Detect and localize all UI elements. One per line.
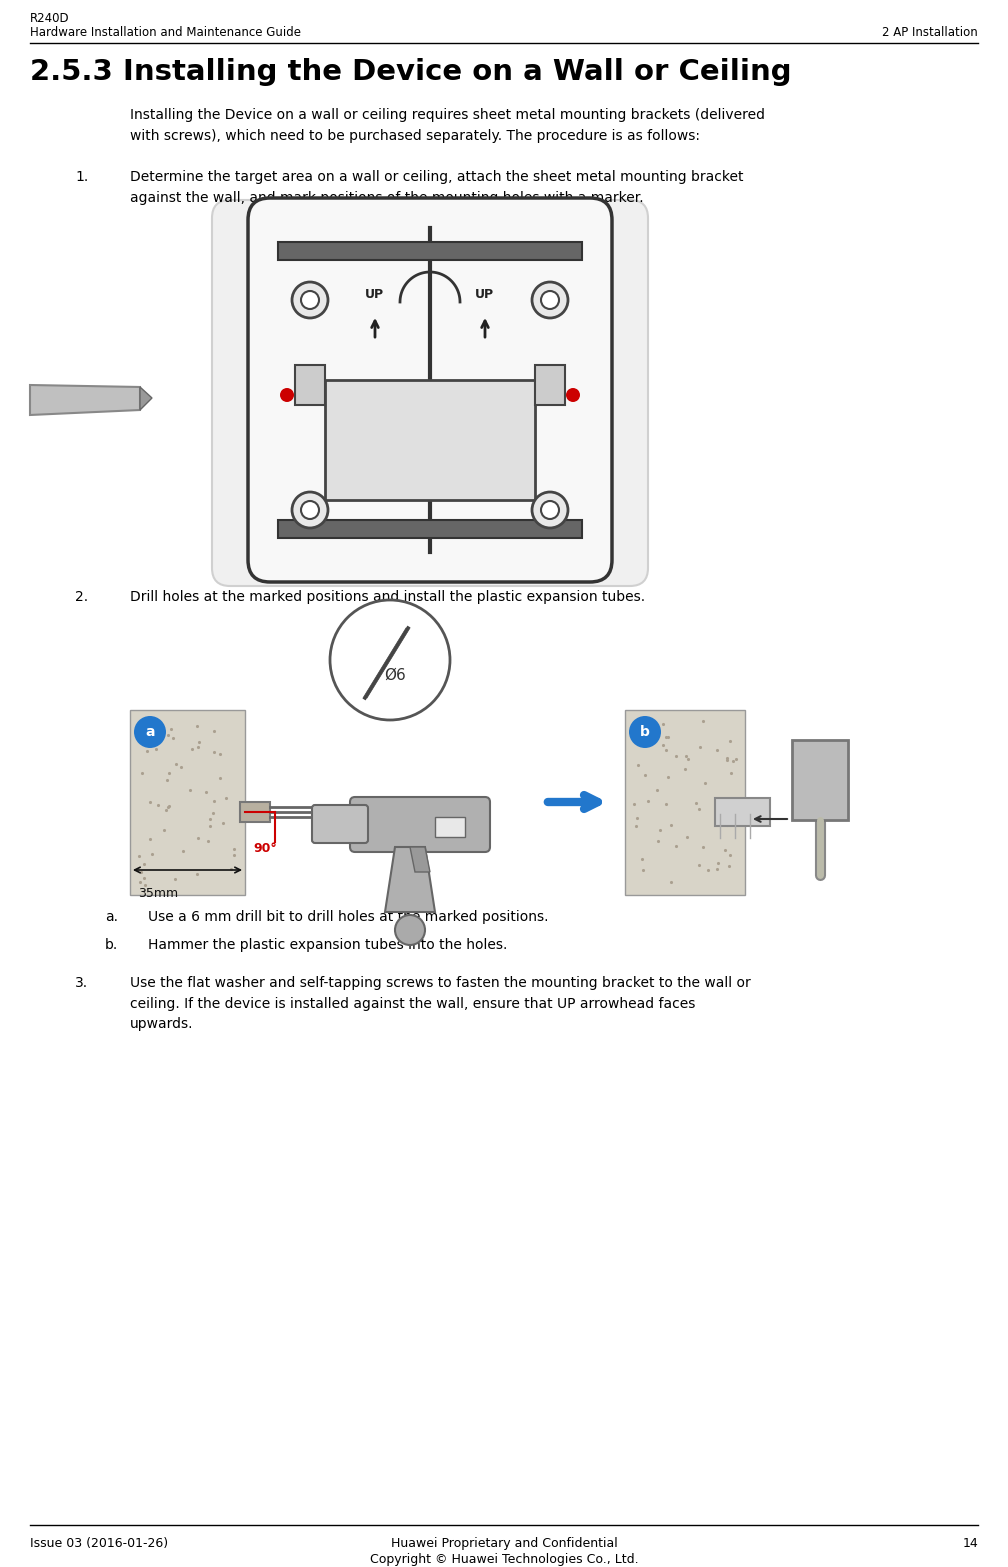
Polygon shape <box>385 848 435 912</box>
Circle shape <box>301 291 319 309</box>
Text: b.: b. <box>105 939 118 953</box>
Circle shape <box>541 291 559 309</box>
Bar <box>130 710 245 895</box>
Text: 35mm: 35mm <box>138 887 178 899</box>
Text: Ø6: Ø6 <box>384 668 406 683</box>
Bar <box>625 710 745 895</box>
Circle shape <box>292 282 328 318</box>
Text: Installing the Device on a wall or ceiling requires sheet metal mounting bracket: Installing the Device on a wall or ceili… <box>130 108 765 143</box>
Polygon shape <box>140 387 152 411</box>
Text: Copyright © Huawei Technologies Co., Ltd.: Copyright © Huawei Technologies Co., Ltd… <box>370 1553 638 1565</box>
Text: 14: 14 <box>963 1537 978 1550</box>
Text: 2.: 2. <box>75 591 88 603</box>
Bar <box>435 816 465 837</box>
FancyBboxPatch shape <box>312 805 368 843</box>
Text: R240D: R240D <box>30 13 70 25</box>
FancyBboxPatch shape <box>212 201 648 586</box>
Text: 2 AP Installation: 2 AP Installation <box>882 27 978 39</box>
Text: Issue 03 (2016-01-26): Issue 03 (2016-01-26) <box>30 1537 168 1550</box>
Text: 1.: 1. <box>75 169 89 183</box>
Text: 3.: 3. <box>75 976 88 990</box>
FancyBboxPatch shape <box>350 798 490 852</box>
Text: 2.5.3 Installing the Device on a Wall or Ceiling: 2.5.3 Installing the Device on a Wall or… <box>30 58 791 86</box>
Bar <box>325 381 535 500</box>
Circle shape <box>532 282 568 318</box>
Text: Use the flat washer and self-tapping screws to fasten the mounting bracket to th: Use the flat washer and self-tapping scr… <box>130 976 751 1031</box>
Text: a.: a. <box>105 910 118 925</box>
Circle shape <box>395 915 425 945</box>
Polygon shape <box>410 848 430 871</box>
FancyBboxPatch shape <box>248 197 612 581</box>
Bar <box>535 365 565 404</box>
Circle shape <box>292 492 328 528</box>
Circle shape <box>301 501 319 519</box>
Text: Huawei Proprietary and Confidential: Huawei Proprietary and Confidential <box>391 1537 617 1550</box>
Polygon shape <box>30 385 140 415</box>
Text: b: b <box>640 726 650 740</box>
Bar <box>792 740 848 820</box>
Circle shape <box>629 716 661 747</box>
Circle shape <box>532 492 568 528</box>
Text: UP: UP <box>365 288 384 301</box>
Bar <box>278 241 582 260</box>
Bar <box>240 802 270 823</box>
Circle shape <box>566 389 580 403</box>
Circle shape <box>541 501 559 519</box>
Text: a: a <box>145 726 155 740</box>
Circle shape <box>280 389 294 403</box>
Text: UP: UP <box>475 288 494 301</box>
Text: 90°: 90° <box>253 841 277 856</box>
Text: Drill holes at the marked positions and install the plastic expansion tubes.: Drill holes at the marked positions and … <box>130 591 645 603</box>
Circle shape <box>134 716 166 747</box>
Text: Use a 6 mm drill bit to drill holes at the marked positions.: Use a 6 mm drill bit to drill holes at t… <box>148 910 548 925</box>
Bar <box>715 798 770 826</box>
Bar <box>278 520 582 537</box>
Text: Determine the target area on a wall or ceiling, attach the sheet metal mounting : Determine the target area on a wall or c… <box>130 169 744 205</box>
Bar <box>295 365 325 404</box>
Circle shape <box>330 600 450 719</box>
Text: Hardware Installation and Maintenance Guide: Hardware Installation and Maintenance Gu… <box>30 27 301 39</box>
Text: Hammer the plastic expansion tubes into the holes.: Hammer the plastic expansion tubes into … <box>148 939 507 953</box>
